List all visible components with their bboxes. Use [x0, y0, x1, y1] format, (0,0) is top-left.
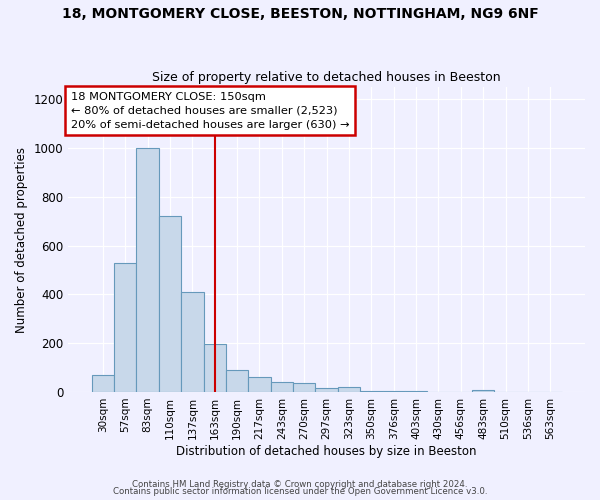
Bar	[159, 216, 181, 392]
Text: 18 MONTGOMERY CLOSE: 150sqm
← 80% of detached houses are smaller (2,523)
20% of : 18 MONTGOMERY CLOSE: 150sqm ← 80% of det…	[71, 92, 349, 130]
Title: Size of property relative to detached houses in Beeston: Size of property relative to detached ho…	[152, 72, 501, 85]
Bar	[271, 382, 293, 392]
Bar	[360, 390, 383, 392]
Y-axis label: Number of detached properties: Number of detached properties	[15, 146, 28, 332]
Text: 18, MONTGOMERY CLOSE, BEESTON, NOTTINGHAM, NG9 6NF: 18, MONTGOMERY CLOSE, BEESTON, NOTTINGHA…	[62, 8, 538, 22]
Bar	[136, 148, 159, 392]
Bar	[181, 292, 203, 392]
X-axis label: Distribution of detached houses by size in Beeston: Distribution of detached houses by size …	[176, 444, 477, 458]
Bar	[248, 378, 271, 392]
Bar	[316, 388, 338, 392]
Bar	[383, 391, 405, 392]
Bar	[293, 384, 316, 392]
Bar	[472, 390, 494, 392]
Text: Contains public sector information licensed under the Open Government Licence v3: Contains public sector information licen…	[113, 487, 487, 496]
Bar	[92, 375, 114, 392]
Bar	[203, 344, 226, 392]
Bar	[114, 262, 136, 392]
Bar	[226, 370, 248, 392]
Bar	[338, 387, 360, 392]
Text: Contains HM Land Registry data © Crown copyright and database right 2024.: Contains HM Land Registry data © Crown c…	[132, 480, 468, 489]
